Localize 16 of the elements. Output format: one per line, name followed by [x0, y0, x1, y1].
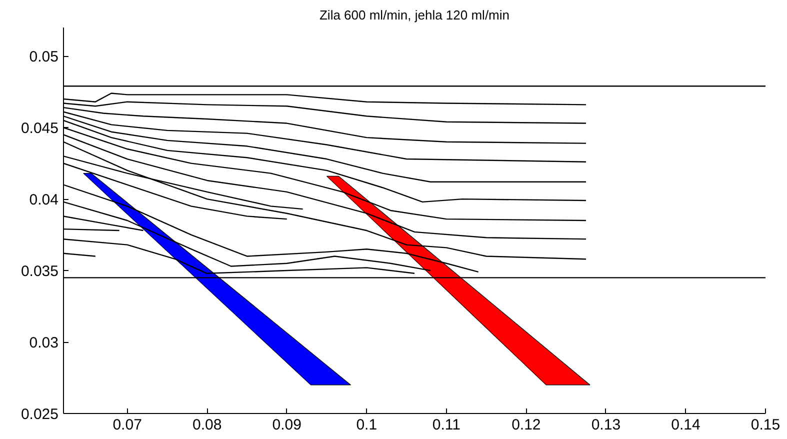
x-tick-label: 0.15 [750, 416, 780, 434]
x-tick-label: 0.11 [432, 416, 460, 434]
y-tick-label: 0.035 [20, 263, 59, 280]
y-tick-label: 0.03 [29, 334, 59, 352]
x-tick-label: 0.08 [192, 416, 222, 434]
x-tick-label: 0.09 [272, 416, 302, 434]
x-tick-label: 0.14 [671, 416, 700, 434]
y-tick-label: 0.045 [20, 120, 59, 138]
y-tick-label: 0.04 [29, 192, 59, 209]
x-tick-label: 0.12 [512, 416, 541, 434]
x-tick-label: 0.07 [112, 416, 142, 434]
x-tick-label: 0.1 [356, 416, 378, 434]
y-tick-label: 0.05 [29, 48, 59, 66]
x-tick-label: 0.13 [591, 416, 621, 434]
chart-title: Zila 600 ml/min, jehla 120 ml/min [319, 8, 510, 22]
y-tick-label: 0.025 [20, 406, 59, 423]
